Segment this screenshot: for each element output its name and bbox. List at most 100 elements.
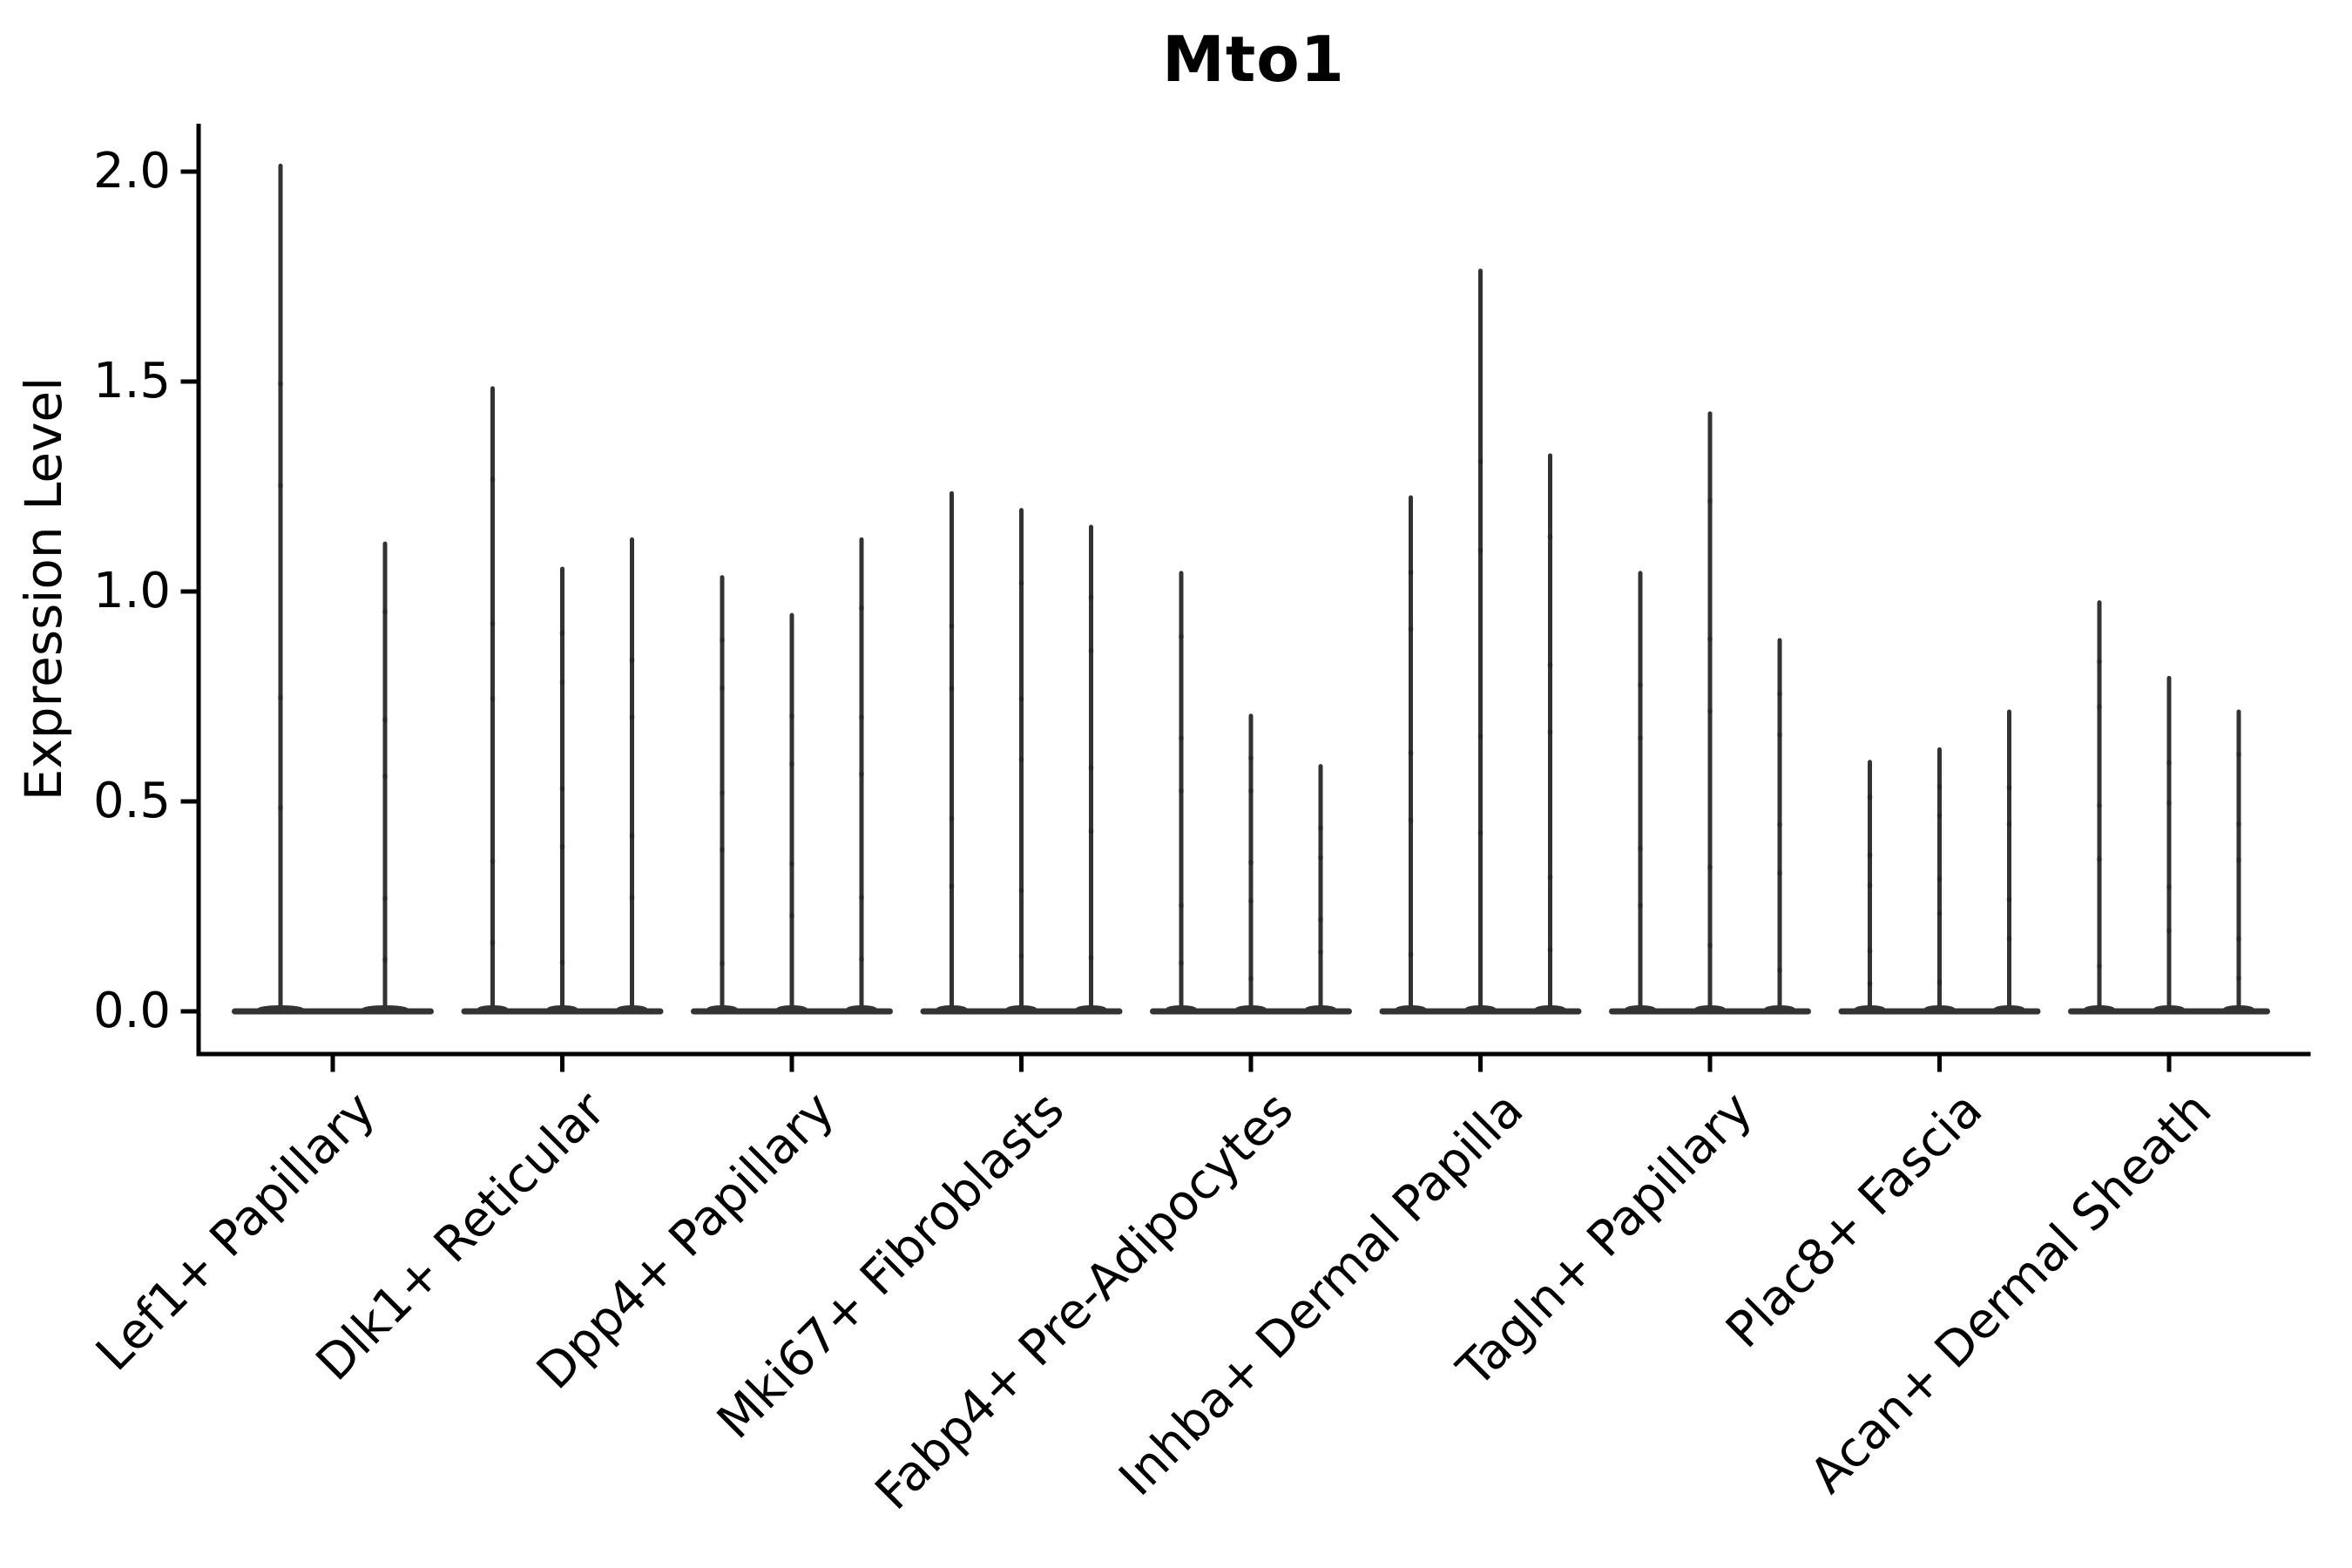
jitter-dot bbox=[1178, 735, 1185, 741]
jitter-dot bbox=[1018, 696, 1024, 702]
jitter-dot bbox=[719, 960, 726, 967]
jitter-dot bbox=[1936, 813, 1943, 819]
jitter-dot bbox=[1936, 783, 1943, 790]
y-tick-label: 0.0 bbox=[92, 983, 171, 1039]
jitter-dot bbox=[719, 847, 726, 853]
jitter-dot bbox=[1178, 960, 1185, 966]
violin-base-bump bbox=[362, 1005, 409, 1012]
jitter-dot bbox=[559, 959, 565, 965]
jitter-dot bbox=[1247, 754, 1254, 761]
jitter-dot bbox=[1408, 626, 1414, 632]
violin-base-bump bbox=[2153, 1005, 2185, 1012]
y-tick-label: 0.5 bbox=[92, 773, 171, 829]
jitter-dot bbox=[719, 685, 726, 692]
jitter-dot bbox=[277, 694, 284, 700]
violin-base-bump bbox=[1854, 1005, 1886, 1012]
jitter-dot bbox=[559, 679, 565, 686]
jitter-dot bbox=[788, 912, 795, 919]
jitter-dot bbox=[490, 476, 496, 483]
y-tick-mark bbox=[180, 1009, 197, 1014]
y-tick-label: 1.0 bbox=[92, 563, 171, 619]
jitter-dot bbox=[559, 843, 565, 850]
jitter-dot bbox=[1018, 580, 1024, 586]
jitter-dot bbox=[1178, 633, 1185, 640]
violin-base-bump bbox=[776, 1005, 808, 1012]
jitter-dot bbox=[2006, 821, 2012, 828]
jitter-dot bbox=[2096, 963, 2103, 970]
jitter-dot bbox=[1707, 864, 1713, 870]
jitter-dot bbox=[559, 630, 565, 636]
jitter-dot bbox=[1936, 979, 1943, 985]
jitter-dot bbox=[719, 790, 726, 796]
jitter-dot bbox=[1317, 855, 1324, 861]
jitter-dot bbox=[949, 883, 955, 889]
jitter-dot bbox=[719, 637, 726, 644]
y-axis-spine bbox=[196, 124, 201, 1057]
jitter-dot bbox=[858, 714, 865, 720]
jitter-dot bbox=[1317, 949, 1324, 955]
jitter-dot bbox=[1178, 902, 1185, 909]
jitter-dot bbox=[1477, 547, 1484, 554]
jitter-dot bbox=[629, 657, 635, 664]
violin-base-bump bbox=[1305, 1005, 1336, 1012]
jitter-dot bbox=[858, 895, 865, 901]
violin-base-bump bbox=[1075, 1005, 1107, 1012]
jitter-dot bbox=[1936, 875, 1943, 882]
x-tick-mark bbox=[1707, 1056, 1713, 1072]
jitter-dot bbox=[490, 858, 496, 864]
jitter-dot bbox=[2166, 760, 2173, 766]
violin-base-bump bbox=[1764, 1005, 1795, 1012]
jitter-dot bbox=[382, 956, 389, 963]
x-tick-mark bbox=[789, 1056, 794, 1072]
jitter-dot bbox=[1088, 648, 1094, 654]
violin-base-bump bbox=[546, 1005, 578, 1012]
jitter-dot bbox=[858, 956, 865, 963]
violin-base-bump bbox=[936, 1005, 968, 1012]
x-tick-mark bbox=[1019, 1056, 1024, 1072]
jitter-dot bbox=[1707, 636, 1713, 642]
x-tick-mark bbox=[1248, 1056, 1254, 1072]
jitter-dot bbox=[949, 815, 955, 822]
jitter-dot bbox=[629, 833, 635, 839]
jitter-dot bbox=[2166, 928, 2173, 934]
jitter-dot bbox=[2235, 821, 2242, 828]
jitter-dot bbox=[277, 805, 284, 811]
violin-base-bump bbox=[616, 1005, 648, 1012]
jitter-dot bbox=[1867, 948, 1873, 954]
jitter-dot bbox=[1547, 874, 1553, 881]
jitter-dot bbox=[1776, 967, 1783, 974]
jitter-dot bbox=[949, 686, 955, 692]
jitter-dot bbox=[1408, 569, 1414, 576]
jitter-dot bbox=[1088, 828, 1094, 835]
jitter-dot bbox=[1247, 787, 1254, 794]
jitter-dot bbox=[1637, 735, 1644, 741]
jitter-dot bbox=[1707, 942, 1713, 949]
violin-base-bump bbox=[2084, 1005, 2115, 1012]
jitter-dot bbox=[1547, 533, 1553, 540]
jitter-dot bbox=[1317, 825, 1324, 831]
jitter-dot bbox=[788, 861, 795, 867]
jitter-dot bbox=[277, 381, 284, 387]
jitter-dot bbox=[858, 605, 865, 612]
jitter-dot bbox=[382, 896, 389, 902]
violin-base-bump bbox=[1993, 1005, 2025, 1012]
violin-base-bump bbox=[1464, 1005, 1497, 1012]
violin-base-bump bbox=[1694, 1005, 1726, 1012]
violin-base-bump bbox=[1534, 1005, 1566, 1012]
jitter-dot bbox=[559, 786, 565, 792]
y-tick-label: 2.0 bbox=[92, 143, 171, 199]
jitter-dot bbox=[2235, 975, 2242, 982]
jitter-dot bbox=[1247, 859, 1254, 866]
y-tick-mark bbox=[180, 169, 197, 174]
violin-base-bump bbox=[1166, 1005, 1197, 1012]
x-tick-mark bbox=[1937, 1056, 1942, 1072]
jitter-dot bbox=[382, 717, 389, 723]
jitter-dot bbox=[1547, 729, 1553, 735]
x-axis-spine bbox=[196, 1051, 2311, 1057]
jitter-dot bbox=[490, 620, 496, 626]
violin-base-bump bbox=[1625, 1005, 1656, 1012]
jitter-dot bbox=[1088, 765, 1094, 771]
jitter-dot bbox=[1317, 916, 1324, 923]
x-tick-mark bbox=[1478, 1056, 1483, 1072]
